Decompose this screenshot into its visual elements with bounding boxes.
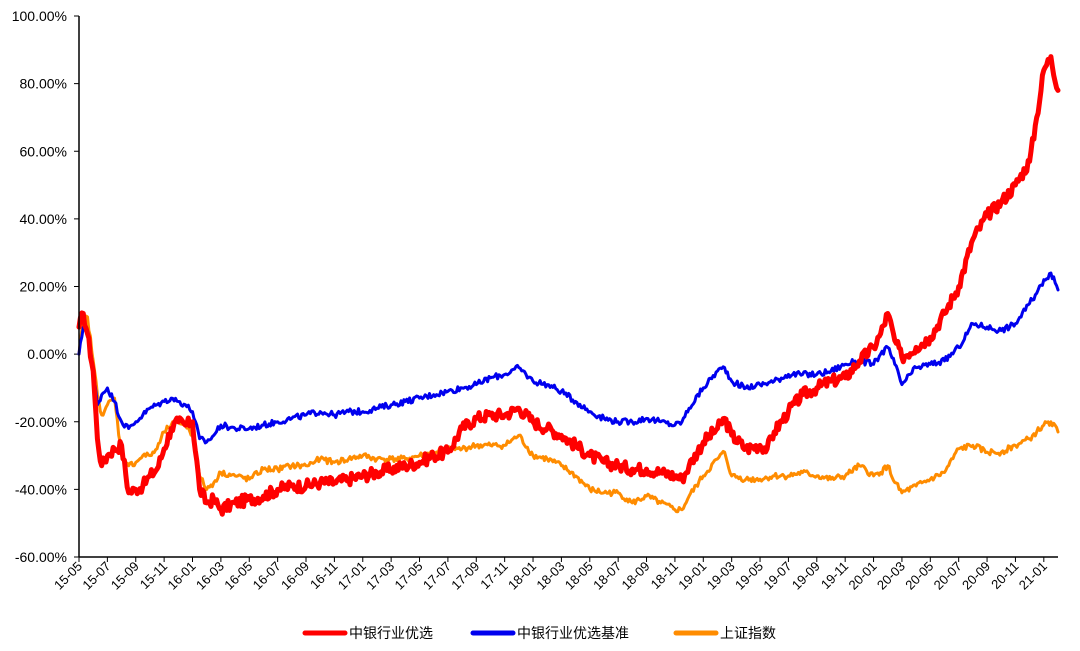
x-tick-label: 18-01: [505, 559, 539, 593]
x-tick-label: 18-05: [562, 559, 596, 593]
x-tick-label: 20-09: [959, 559, 993, 593]
y-tick-label: -60.00%: [15, 549, 67, 565]
legend-label-1: 中银行业优选基准: [517, 625, 629, 642]
y-tick-label: 100.00%: [12, 8, 67, 24]
x-tick-label: 17-05: [392, 559, 426, 593]
x-tick-label: 19-03: [704, 559, 738, 593]
x-tick-label: 17-01: [335, 559, 369, 593]
x-tick-label: 20-03: [874, 559, 908, 593]
x-tick-label: 18-11: [648, 559, 681, 592]
x-tick-label: 20-07: [931, 559, 965, 593]
x-tick-label: 15-11: [137, 559, 170, 592]
legend-label-0: 中银行业优选: [349, 626, 433, 642]
x-tick-label: 16-11: [307, 559, 340, 592]
x-tick-label: 17-09: [448, 559, 482, 593]
x-tick-label: 19-01: [675, 559, 709, 593]
x-tick-label: 20-05: [902, 559, 936, 593]
x-tick-label: 15-09: [108, 559, 142, 593]
legend-label-2: 上证指数: [720, 626, 776, 642]
legend: 中银行业优选 中银行业优选基准 上证指数: [302, 625, 776, 642]
x-tick-label: 16-01: [165, 559, 199, 593]
x-tick-label: 20-01: [846, 559, 880, 593]
x-tick-label: 17-11: [477, 559, 510, 592]
x-tick-label: 17-07: [420, 559, 454, 593]
series-lines: [76, 54, 1061, 517]
y-tick-label: -20.00%: [15, 414, 67, 430]
x-tick-label: 17-03: [363, 559, 397, 593]
series-line-0: [76, 54, 1061, 517]
x-tick-label: 15-07: [79, 559, 113, 593]
x-tick-label: 19-07: [760, 559, 794, 593]
y-tick-label: 60.00%: [20, 143, 67, 159]
y-tick-label: 20.00%: [20, 279, 67, 295]
x-tick-label: 18-09: [619, 559, 653, 593]
x-tick-label: 19-09: [789, 559, 823, 593]
x-tick-label: 21-01: [1016, 559, 1050, 593]
x-tick-label: 16-07: [250, 559, 284, 593]
y-axis-ticks: 100.00% 80.00% 60.00% 40.00% 20.00% 0.00% -20.…: [12, 8, 79, 565]
y-tick-label: 80.00%: [20, 76, 67, 92]
x-tick-label: 18-03: [533, 559, 567, 593]
x-tick-label: 19-11: [818, 559, 851, 592]
x-axis-ticks: 15-0515-0715-0915-1116-0116-0316-0516-07…: [51, 557, 1050, 593]
x-tick-label: 20-11: [988, 559, 1021, 592]
x-tick-label: 19-05: [732, 559, 766, 593]
x-tick-label: 18-07: [590, 559, 624, 593]
x-tick-label: 16-09: [278, 559, 312, 593]
x-tick-label: 16-05: [221, 559, 255, 593]
series-line-1: [77, 271, 1060, 445]
y-tick-label: -40.00%: [15, 481, 67, 497]
x-tick-label: 16-03: [193, 559, 227, 593]
y-tick-label: 40.00%: [20, 211, 67, 227]
series-line-2: [77, 314, 1060, 514]
y-tick-label: 0.00%: [27, 346, 67, 362]
